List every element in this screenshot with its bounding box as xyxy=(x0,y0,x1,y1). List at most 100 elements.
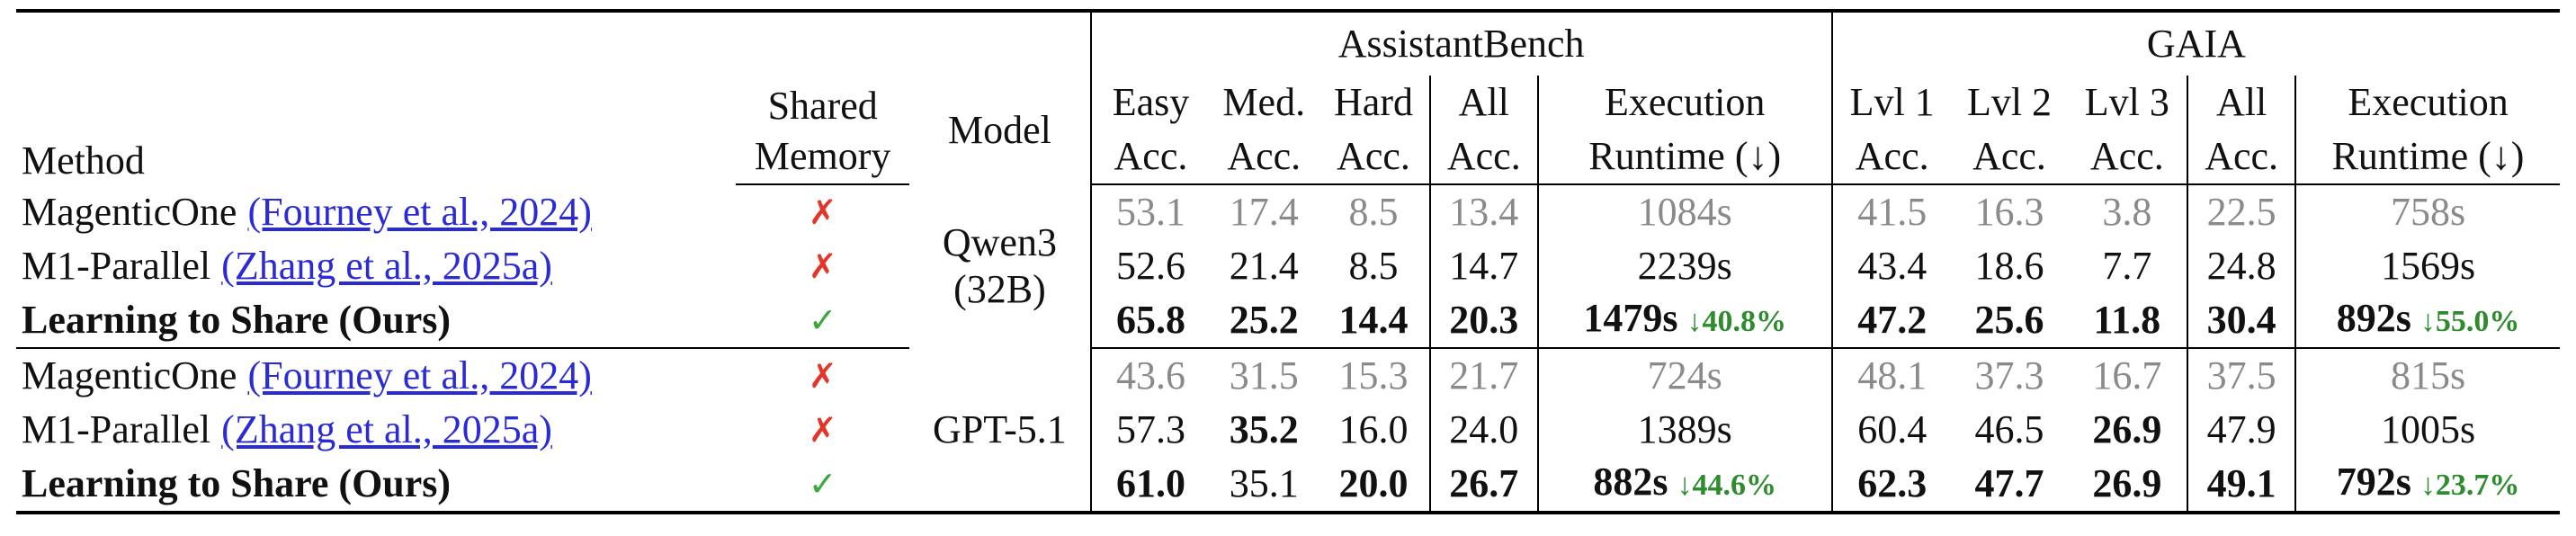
accuracy-cell: 11.8 xyxy=(2067,293,2188,349)
column-header: Hard xyxy=(1334,80,1413,124)
column-header: Acc. xyxy=(1318,130,1430,185)
accuracy-cell: 35.2 xyxy=(1210,403,1318,457)
accuracy-value: 14.4 xyxy=(1338,298,1409,342)
citation-link[interactable]: (Fourney et al., 2024) xyxy=(247,353,592,398)
group-header: GAIA xyxy=(1830,11,2560,76)
accuracy-value: 25.2 xyxy=(1229,298,1299,342)
header-spacer xyxy=(16,11,1091,76)
accuracy-value: 25.6 xyxy=(1974,298,2044,342)
accuracy-cell: 14.7 xyxy=(1428,239,1538,293)
accuracy-cell: 47.7 xyxy=(1952,457,2068,513)
column-header: All xyxy=(2187,76,2296,130)
accuracy-cell: 61.0 xyxy=(1089,457,1211,513)
accuracy-cell: 60.4 xyxy=(1830,403,1952,457)
accuracy-value: 57.3 xyxy=(1115,407,1185,451)
accuracy-cell: 37.5 xyxy=(2187,348,2296,403)
accuracy-value: 21.7 xyxy=(1449,353,1519,398)
accuracy-cell: 16.3 xyxy=(1952,184,2068,239)
accuracy-value: 20.0 xyxy=(1338,461,1409,505)
runtime-cell: 792s ↓23.7% xyxy=(2294,457,2560,513)
method-cell: MagenticOne (Fourney et al., 2024) xyxy=(16,348,736,403)
accuracy-value: 11.8 xyxy=(2093,298,2161,342)
accuracy-cell: 3.8 xyxy=(2067,184,2187,239)
column-header: Runtime (↓) xyxy=(1536,130,1832,185)
accuracy-value: 26.9 xyxy=(2092,407,2162,451)
runtime-value: 724s xyxy=(1647,353,1722,398)
runtime-value: 1569s xyxy=(2380,244,2476,288)
accuracy-cell: 37.3 xyxy=(1952,348,2068,403)
citation-link[interactable]: (Fourney et al., 2024) xyxy=(247,189,592,234)
accuracy-value: 37.3 xyxy=(1974,353,2044,398)
runtime-cell: 1479s ↓40.8% xyxy=(1536,293,1832,349)
method-cell: Learning to Share (Ours) xyxy=(16,457,736,513)
runtime-cell: 1005s xyxy=(2294,403,2560,457)
column-header: Acc. xyxy=(1089,130,1211,185)
model-name: GPT-5.1 xyxy=(933,406,1067,451)
accuracy-cell: 49.1 xyxy=(2187,457,2296,513)
column-header: Med. xyxy=(1222,80,1306,124)
accuracy-value: 21.4 xyxy=(1229,244,1299,288)
accuracy-value: 13.4 xyxy=(1449,190,1519,234)
accuracy-cell: 24.8 xyxy=(2187,239,2296,293)
data-row: Learning to Share (Ours) ✓ 61.0 35.1 20.0 26.… xyxy=(16,457,2560,513)
accuracy-value: 31.5 xyxy=(1229,353,1299,398)
accuracy-value: 30.4 xyxy=(2206,298,2276,342)
column-header: Shared xyxy=(767,84,878,128)
shared-memory-mark: ✗ xyxy=(808,246,837,286)
runtime-cell: 882s ↓44.6% xyxy=(1536,457,1832,513)
header-row: AssistantBench GAIA xyxy=(16,11,2560,76)
accuracy-value: 16.3 xyxy=(1974,190,2044,234)
header-row: Method Shared Model Easy Med. Hard All Executio… xyxy=(16,76,2560,183)
method-name: M1-Parallel xyxy=(22,407,211,451)
data-row: M1-Parallel (Zhang et al., 2025a) ✗ 57.3 35.… xyxy=(16,403,2560,457)
accuracy-cell: 13.4 xyxy=(1428,184,1538,239)
accuracy-cell: 18.6 xyxy=(1952,239,2068,293)
accuracy-cell: 24.0 xyxy=(1428,403,1538,457)
accuracy-cell: 22.5 xyxy=(2187,184,2296,239)
column-header: Model xyxy=(947,107,1051,152)
accuracy-cell: 26.7 xyxy=(1428,457,1538,513)
method-cell: M1-Parallel (Zhang et al., 2025a) xyxy=(16,403,736,457)
shared-memory-mark: ✗ xyxy=(808,410,837,450)
accuracy-value: 53.1 xyxy=(1115,190,1185,234)
runtime-value: 892s xyxy=(2336,296,2411,340)
column-header: Easy xyxy=(1089,76,1211,130)
column-header: All xyxy=(1428,76,1538,130)
citation-link[interactable]: (Zhang et al., 2025a) xyxy=(221,244,552,288)
accuracy-cell: 53.1 xyxy=(1089,184,1211,239)
accuracy-cell: 35.1 xyxy=(1210,457,1318,513)
column-header: Acc. xyxy=(2067,130,2188,185)
header-row: Memory Acc. Acc. Acc. Acc. Runtime (↓) Acc. Acc… xyxy=(16,130,2560,185)
data-row: M1-Parallel (Zhang et al., 2025a) ✗ 52.6 21.… xyxy=(16,239,2560,293)
accuracy-value: 3.8 xyxy=(2102,190,2152,234)
accuracy-cell: 26.9 xyxy=(2067,403,2187,457)
accuracy-cell: 15.3 xyxy=(1318,348,1430,403)
method-name: Learning to Share (Ours) xyxy=(22,298,452,342)
accuracy-cell: 25.2 xyxy=(1210,293,1319,349)
accuracy-cell: 31.5 xyxy=(1210,348,1318,403)
accuracy-cell: 7.7 xyxy=(2067,239,2187,293)
runtime-cell: 1569s xyxy=(2294,239,2560,293)
shared-memory-mark: ✓ xyxy=(808,464,837,504)
accuracy-value: 46.5 xyxy=(1974,407,2044,451)
accuracy-cell: 57.3 xyxy=(1089,403,1211,457)
accuracy-value: 24.0 xyxy=(1449,407,1519,451)
column-header: Acc. xyxy=(1428,130,1538,185)
accuracy-value: 52.6 xyxy=(1115,244,1185,288)
accuracy-cell: 43.4 xyxy=(1830,239,1952,293)
accuracy-cell: 48.1 xyxy=(1830,348,1952,403)
runtime-value: 1005s xyxy=(2380,407,2476,451)
column-header: Runtime (↓) xyxy=(2294,130,2560,185)
runtime-cell: 1389s xyxy=(1536,403,1832,457)
runtime-value: 758s xyxy=(2390,190,2466,234)
method-cell: MagenticOne (Fourney et al., 2024) xyxy=(16,184,736,239)
column-header: Acc. xyxy=(1830,130,1952,185)
accuracy-cell: 20.0 xyxy=(1318,457,1430,513)
accuracy-cell: 16.7 xyxy=(2067,348,2187,403)
runtime-cell: 815s xyxy=(2294,348,2560,403)
accuracy-value: 14.7 xyxy=(1449,244,1519,288)
column-header: Method xyxy=(22,138,145,183)
citation-link[interactable]: (Zhang et al., 2025a) xyxy=(221,407,552,451)
accuracy-value: 15.3 xyxy=(1338,353,1409,398)
accuracy-value: 62.3 xyxy=(1857,461,1928,505)
